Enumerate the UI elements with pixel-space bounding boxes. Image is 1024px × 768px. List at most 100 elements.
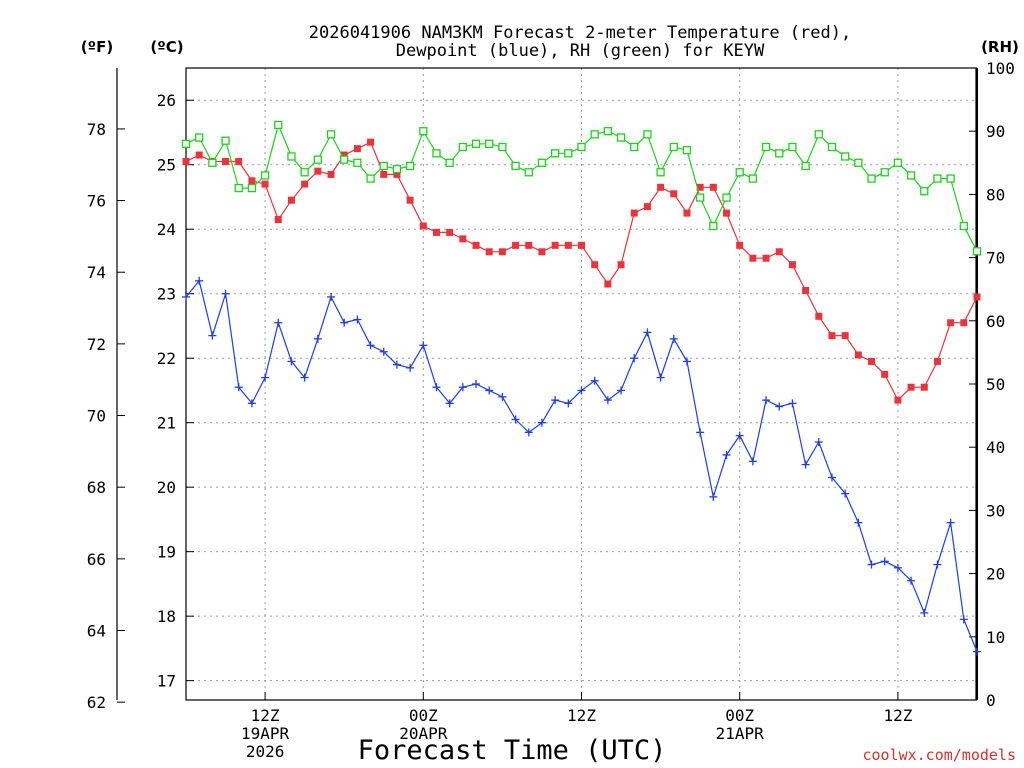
rh-point [722, 193, 731, 202]
dewpoint-point [801, 460, 810, 469]
rh-point [656, 168, 665, 177]
temperature-point [947, 319, 955, 327]
temperature-point [459, 235, 467, 243]
rh-point [405, 161, 415, 171]
rh-point [195, 133, 204, 142]
rh-point [247, 183, 257, 193]
dewpoint-point [524, 428, 533, 437]
temperature-point [498, 248, 506, 256]
x-tick-label: 00Z [409, 706, 438, 725]
rh-point [208, 158, 217, 167]
series-dewpoint [182, 276, 981, 656]
rh-point [524, 168, 533, 177]
temperature-point [287, 196, 295, 204]
celsius-tick-label: 18 [157, 607, 176, 626]
temperature-point [643, 203, 651, 211]
rh-point [827, 142, 837, 152]
dewpoint-point [946, 518, 955, 527]
rh-tick-label: 10 [986, 628, 1005, 647]
fahrenheit-tick-label: 66 [87, 550, 106, 569]
dewpoint-point [379, 347, 388, 356]
rh-point [181, 139, 191, 148]
celsius-tick-label: 23 [157, 285, 176, 304]
fahrenheit-tick-label: 76 [87, 192, 106, 211]
rh-point [735, 168, 744, 177]
rh-point [761, 142, 771, 152]
axis-ticks: 17 18 19 20 21 22 23 24 25 26 62 64 66 68 70 72 74 76 78 0 1… [87, 59, 1015, 761]
fahrenheit-tick-label: 72 [87, 335, 106, 354]
x-axis-title: Forecast Time (UTC) [358, 735, 667, 766]
rh-point [854, 158, 863, 167]
rh-point [643, 130, 652, 139]
dewpoint-point [920, 608, 929, 617]
rh-point [696, 193, 705, 202]
dewpoint-point [195, 276, 204, 285]
dewpoint-point [485, 386, 494, 395]
dewpoint-line [185, 279, 978, 652]
dewpoint-point [907, 576, 916, 585]
x-tick-label: 2026 [246, 742, 285, 761]
x-tick-label: 00Z [725, 706, 754, 725]
temperature-point [525, 241, 533, 249]
dewpoint-point [327, 292, 336, 301]
x-tick-label: 12Z [883, 706, 912, 725]
temperature-point [564, 241, 572, 249]
temperature-point [604, 280, 612, 288]
rh-point [445, 158, 454, 167]
dewpoint-point [366, 341, 375, 350]
series-temperature [182, 138, 981, 404]
temperature-point [591, 261, 599, 269]
rh-point [867, 174, 876, 183]
rh-unit-label: (RH) [981, 38, 1019, 56]
dewpoint-point [445, 399, 454, 408]
rh-point [287, 152, 296, 161]
temperature-point [432, 228, 440, 236]
celsius-tick-label: 24 [157, 220, 176, 239]
dewpoint-point [696, 428, 705, 437]
dewpoint-point [735, 431, 744, 440]
dewpoint-point [353, 315, 362, 324]
rh-point [590, 130, 599, 139]
temperature-point [868, 357, 876, 365]
dewpoint-point [234, 383, 243, 392]
dewpoint-point [511, 415, 520, 424]
dewpoint-point [551, 396, 560, 405]
dewpoint-point [630, 354, 639, 363]
temperature-point [881, 370, 889, 378]
dewpoint-point [300, 373, 309, 382]
celsius-tick-label: 22 [157, 349, 176, 368]
rh-point [972, 247, 982, 256]
celsius-tick-label: 25 [157, 156, 176, 175]
dewpoint-point [590, 376, 599, 385]
rh-tick-label: 30 [986, 501, 1005, 520]
dewpoint-point [340, 318, 349, 327]
rh-point [340, 155, 349, 164]
temperature-point [512, 241, 520, 249]
rh-point [906, 171, 916, 180]
temperature-point [960, 319, 968, 327]
dewpoint-point [669, 334, 678, 343]
x-tick-label: 12Z [567, 706, 596, 725]
temperature-point [406, 196, 414, 204]
rh-point [326, 130, 336, 139]
rh-tick-label: 20 [986, 565, 1005, 584]
temperature-point [709, 183, 717, 191]
temperature-point [696, 183, 704, 191]
rh-point [788, 142, 797, 152]
temperature-point [419, 222, 427, 230]
dewpoint-point [748, 457, 757, 466]
rh-tick-label: 80 [986, 185, 1005, 204]
temperature-point [933, 357, 941, 365]
celsius-tick-label: 19 [157, 543, 176, 562]
rh-point [260, 171, 270, 180]
rh-tick-label: 60 [986, 312, 1005, 331]
dewpoint-point [208, 331, 217, 340]
rh-point [893, 158, 903, 167]
rh-point [379, 161, 388, 171]
temperature-point [749, 254, 757, 262]
dewpoint-point [274, 318, 283, 327]
dewpoint-point [709, 492, 718, 501]
dewpoint-point [893, 563, 902, 572]
rh-point [498, 142, 507, 152]
temperature-point [538, 248, 546, 256]
